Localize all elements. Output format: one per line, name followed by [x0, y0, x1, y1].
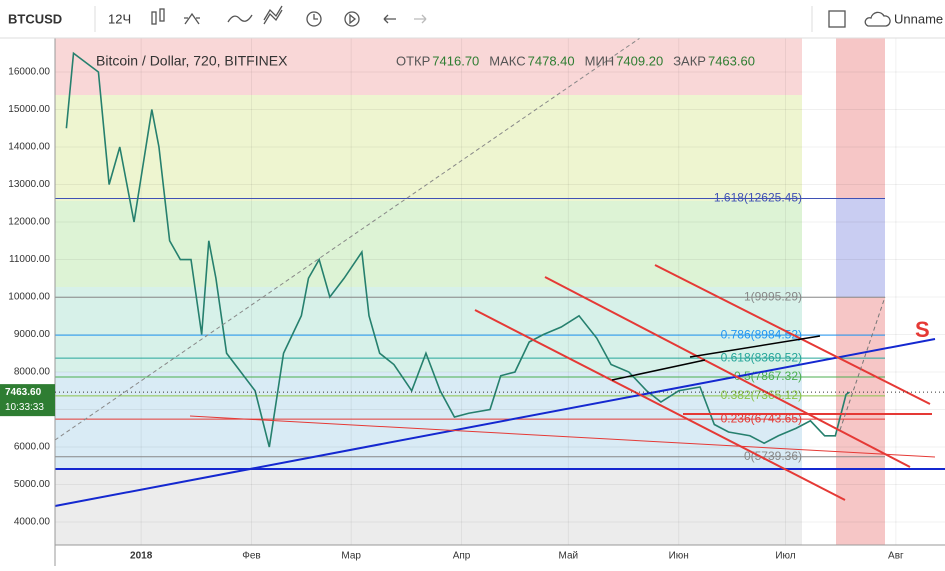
x-tick-label: Фев — [242, 551, 260, 562]
fib-label: 0.618(8369.52) — [721, 350, 802, 364]
countdown: 10:33:33 — [5, 402, 44, 413]
y-tick-label: 8000.00 — [14, 367, 51, 378]
toolbar — [0, 0, 945, 38]
ohlc: ОТКР 7416.70 МАКС 7478.40 МИН 7409.20 ЗАКР 7463… — [396, 53, 755, 68]
price-tag: 7463.60 10:33:33 — [0, 384, 945, 417]
arrow — [611, 359, 706, 381]
x-tick-label: Авг — [888, 551, 904, 562]
fib-label: 1(9995.29) — [744, 289, 802, 303]
projection — [839, 296, 886, 431]
y-tick-label: 11000.00 — [9, 254, 50, 265]
axes: 4000.005000.006000.007000.008000.009000.… — [8, 67, 904, 562]
fib-label: 0.786(8984.52) — [721, 327, 802, 341]
x-tick-label: Май — [559, 551, 579, 562]
y-tick-label: 9000.00 — [14, 329, 51, 340]
fib-label: 0.382(7365.12) — [721, 388, 802, 402]
interval[interactable]: 12Ч — [108, 11, 131, 26]
series — [65, 51, 851, 448]
position-zone — [836, 199, 885, 297]
y-tick-label: 6000.00 — [14, 442, 51, 453]
ohlc-label: ЗАКР — [673, 53, 706, 68]
y-tick-label: 5000.00 — [14, 479, 51, 490]
channel-line — [544, 276, 911, 468]
y-tick-label: 14000.00 — [8, 142, 50, 153]
channel-line — [474, 309, 846, 501]
toolbar-icons[interactable] — [151, 5, 891, 28]
y-tick-label: 10000.00 — [8, 292, 50, 303]
ohlc-label: ОТКР — [396, 53, 430, 68]
position-zone — [836, 297, 885, 545]
annotation: S — [915, 317, 930, 342]
fib-label: 1.618(12625.45) — [714, 191, 802, 205]
y-tick-label: 16000.00 — [8, 67, 50, 78]
fib-label: 0(5739.36) — [744, 449, 802, 463]
y-tick-label: 15000.00 — [8, 104, 50, 115]
arrow — [689, 335, 821, 358]
x-tick-label: Мар — [341, 551, 361, 562]
fib-label: 0.5(7867.32) — [734, 369, 802, 383]
ohlc-value: 7416.70 — [432, 53, 479, 68]
symbol[interactable]: BTCUSD — [8, 11, 62, 26]
last-price: 7463.60 — [5, 387, 42, 398]
fib-zone — [55, 201, 802, 287]
fib: 1.618(12625.45) 1(9995.29) 0.786(8984.52) 0… — [55, 191, 885, 463]
ohlc-value: 7463.60 — [708, 53, 755, 68]
x-tick-label: 2018 — [130, 551, 153, 562]
price-line — [65, 51, 851, 448]
x-tick-label: Июл — [775, 551, 795, 562]
fib-zone — [55, 95, 802, 201]
trend-line — [54, 37, 641, 441]
trend-line — [189, 415, 936, 458]
y-tick-label: 4000.00 — [14, 517, 51, 528]
y-tick-label: 12000.00 — [8, 217, 50, 228]
trend-line — [54, 338, 936, 507]
ohlc-label: МАКС — [489, 53, 525, 68]
fib-zone — [55, 38, 802, 95]
price-tag-bg — [0, 384, 55, 417]
x-axis-bg — [0, 545, 945, 566]
x-tick-label: Июн — [669, 551, 689, 562]
x-tick-label: Апр — [453, 551, 471, 562]
y-tick-label: 13000.00 — [8, 179, 50, 190]
layout-name[interactable]: Unname — [894, 11, 943, 26]
ohlc-value: 7478.40 — [528, 53, 575, 68]
channel-line — [654, 264, 931, 405]
ohlc-value: 7409.20 — [616, 53, 663, 68]
ohlc-label: МИН — [585, 53, 615, 68]
position-zone — [836, 38, 885, 199]
legend-title: Bitcoin / Dollar, 720, BITFINEX — [96, 53, 288, 69]
fib-zone — [55, 469, 802, 545]
